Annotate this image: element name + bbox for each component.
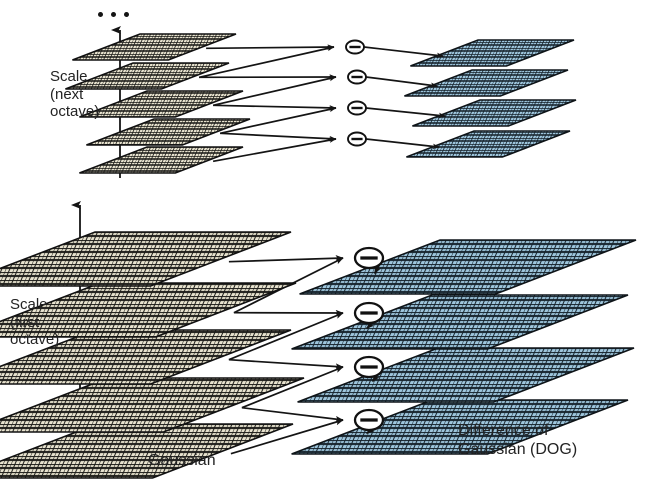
gaussian-plane-next-octave-5 bbox=[79, 146, 244, 174]
subtract-operator-next-octave-3[interactable] bbox=[347, 100, 367, 116]
gaussian-branch-next-octave-4-a bbox=[220, 132, 337, 142]
gaussian-caption: Gaussian bbox=[148, 452, 216, 469]
gaussian-plane-first-octave-2 bbox=[0, 282, 297, 338]
dog-plane-next-octave-3 bbox=[412, 99, 577, 127]
gaussian-plane-next-octave-4 bbox=[86, 118, 251, 146]
gaussian-branch-first-octave-1-a bbox=[228, 255, 344, 263]
dog-plane-first-octave-3 bbox=[297, 347, 635, 403]
dog-caption: Difference of Gaussian (DOG) bbox=[458, 422, 578, 458]
gaussian-branch-first-octave-3-a bbox=[228, 358, 344, 370]
subtract-operators-group bbox=[345, 39, 385, 432]
dog-plane-next-octave-4 bbox=[406, 130, 571, 158]
subtract-operator-first-octave-4[interactable] bbox=[353, 408, 385, 432]
dog-planes-group bbox=[291, 39, 637, 455]
scale-first-octave-label: Scale (first octave) bbox=[10, 296, 60, 349]
dog-plane-next-octave-1 bbox=[410, 39, 575, 67]
gaussian-plane-first-octave-4 bbox=[0, 377, 305, 433]
gaussian-to-operator-lines bbox=[198, 44, 344, 455]
gaussian-planes-group bbox=[0, 33, 305, 479]
gaussian-plane-next-octave-1 bbox=[72, 33, 237, 61]
gaussian-branch-first-octave-3-b bbox=[241, 366, 344, 409]
ellipsis-dot-1 bbox=[98, 12, 103, 17]
dog-plane-first-octave-4 bbox=[291, 399, 629, 455]
subtract-operator-next-octave-1[interactable] bbox=[345, 39, 365, 55]
gaussian-branch-first-octave-4-a bbox=[241, 406, 344, 423]
gaussian-plane-first-octave-5 bbox=[0, 423, 294, 479]
gaussian-branch-next-octave-4-b bbox=[212, 137, 337, 163]
scale-next-octave-label: Scale (next octave) bbox=[50, 68, 100, 121]
dog-arrow-next-octave-3 bbox=[365, 107, 446, 119]
gaussian-branch-next-octave-3-b bbox=[219, 106, 337, 135]
dog-arrow-next-octave-2 bbox=[365, 76, 438, 89]
dog-plane-next-octave-2 bbox=[404, 69, 569, 97]
ellipsis-dot-2 bbox=[111, 12, 116, 17]
subtract-operator-first-octave-1[interactable] bbox=[353, 246, 385, 270]
gaussian-branch-next-octave-2-b bbox=[212, 75, 337, 107]
gaussian-branch-first-octave-4-b bbox=[230, 419, 344, 455]
subtract-operator-next-octave-4[interactable] bbox=[347, 131, 367, 147]
dog-plane-first-octave-1 bbox=[299, 239, 637, 295]
gaussian-branch-next-octave-1-b bbox=[198, 45, 335, 79]
subtract-operator-next-octave-2[interactable] bbox=[347, 69, 367, 85]
gaussian-branch-next-octave-1-a bbox=[206, 44, 335, 50]
gaussian-plane-next-octave-3 bbox=[79, 90, 244, 118]
gaussian-plane-first-octave-3 bbox=[0, 329, 292, 385]
ellipsis-dot-3 bbox=[124, 12, 129, 17]
dog-arrow-next-octave-1 bbox=[363, 46, 444, 59]
gaussian-plane-first-octave-1 bbox=[0, 231, 292, 287]
subtract-operator-first-octave-3[interactable] bbox=[353, 355, 385, 379]
gaussian-branch-first-octave-2-b bbox=[228, 312, 344, 361]
subtract-operator-first-octave-2[interactable] bbox=[353, 301, 385, 325]
dog-arrow-next-octave-4 bbox=[365, 138, 440, 150]
gaussian-plane-next-octave-2 bbox=[65, 62, 230, 90]
gaussian-branch-next-octave-3-a bbox=[213, 104, 337, 111]
dog-plane-first-octave-2 bbox=[291, 294, 629, 350]
